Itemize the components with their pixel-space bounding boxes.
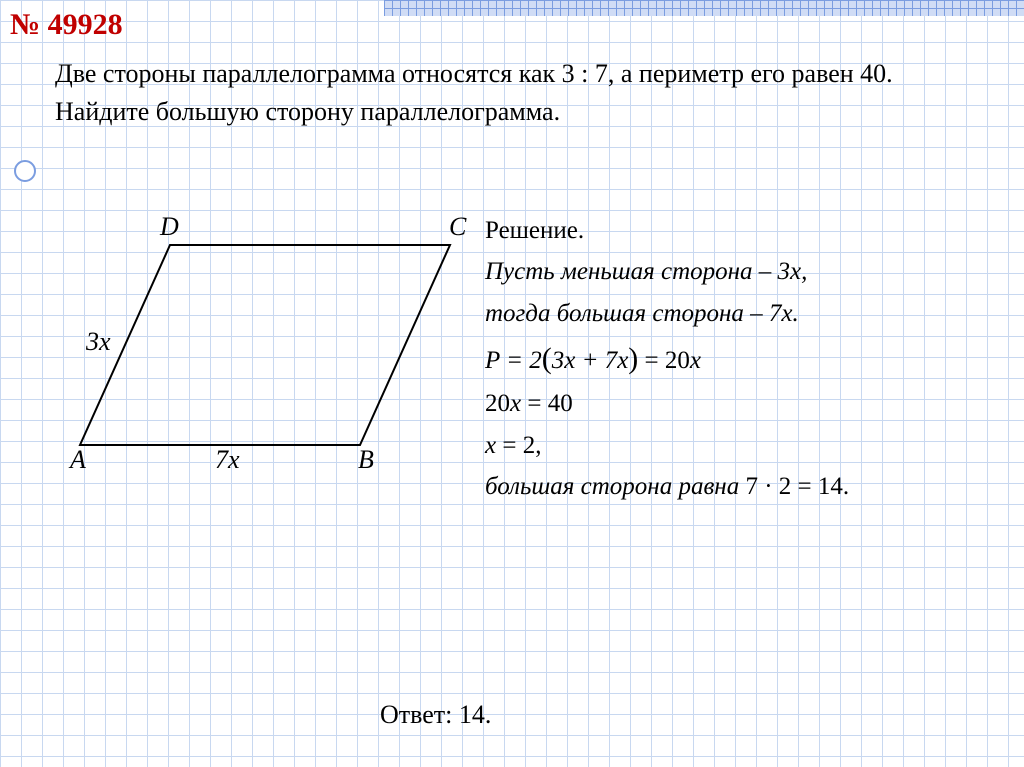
solution-eq-2: 20x = 40 bbox=[485, 383, 849, 424]
eq1-lhs: P = 2 bbox=[485, 347, 542, 374]
solution-heading: Решение. bbox=[485, 210, 849, 251]
vertex-c-label: C bbox=[449, 212, 467, 241]
parallelogram-diagram: A B C D 3x 7x bbox=[40, 210, 480, 490]
answer-label: Ответ: bbox=[380, 700, 452, 729]
solution-eq-1: P = 2(3x + 7x) = 20x bbox=[485, 334, 849, 384]
solution-last-expr: 7 · 2 = 14. bbox=[745, 473, 849, 500]
answer-value: 14. bbox=[459, 700, 492, 729]
vertex-a-label: A bbox=[68, 445, 86, 474]
solution-line-2-text: тогда большая сторона – 7x. bbox=[485, 300, 799, 327]
solution-block: Решение. Пусть меньшая сторона – 3x, тог… bbox=[485, 210, 849, 507]
solution-last-prefix: большая сторона равна bbox=[485, 473, 745, 500]
answer-block: Ответ: 14. bbox=[380, 700, 491, 730]
eq2-text: 20x = 40 bbox=[485, 390, 573, 417]
eq3-text: x = 2, bbox=[485, 432, 541, 459]
vertex-b-label: B bbox=[358, 445, 374, 474]
eq1-rhs: = 20x bbox=[638, 347, 701, 374]
side-left-label: 3x bbox=[85, 327, 111, 356]
solution-line-last: большая сторона равна 7 · 2 = 14. bbox=[485, 466, 849, 507]
vertex-d-label: D bbox=[159, 212, 179, 241]
solution-eq-3: x = 2, bbox=[485, 425, 849, 466]
header-pattern bbox=[384, 0, 1024, 16]
solution-line-1: Пусть меньшая сторона – 3x, bbox=[485, 251, 849, 292]
problem-statement: Две стороны параллелограмма относятся ка… bbox=[55, 55, 985, 130]
eq1-paren: ( bbox=[542, 342, 552, 375]
parallelogram-shape bbox=[80, 245, 450, 445]
decorative-ring bbox=[14, 160, 36, 182]
side-bottom-label: 7x bbox=[215, 445, 240, 474]
solution-line-1-text: Пусть меньшая сторона – 3x, bbox=[485, 258, 807, 285]
problem-number: № 49928 bbox=[10, 8, 123, 42]
solution-line-2: тогда большая сторона – 7x. bbox=[485, 293, 849, 334]
eq1-inner: 3x + 7x bbox=[552, 347, 629, 374]
eq1-paren-close: ) bbox=[628, 342, 638, 375]
